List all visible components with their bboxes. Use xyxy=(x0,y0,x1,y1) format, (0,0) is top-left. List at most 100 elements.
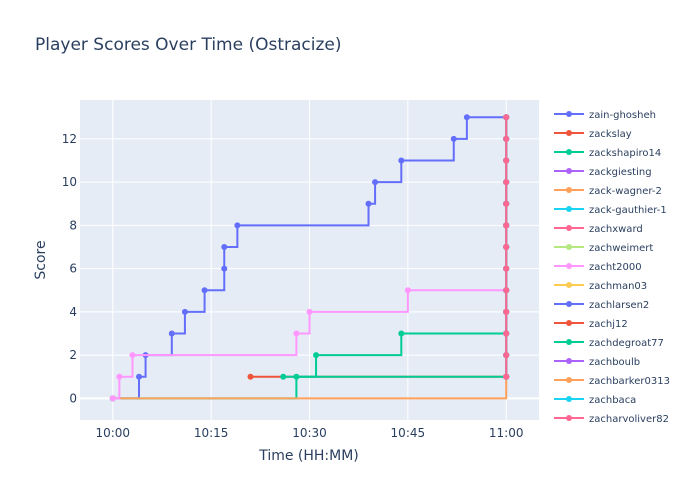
x-tick-label: 10:45 xyxy=(391,426,426,440)
data-point[interactable] xyxy=(313,352,320,359)
legend-item[interactable]: zackslay xyxy=(554,129,632,140)
legend-item[interactable]: zacht2000 xyxy=(554,262,642,273)
data-point[interactable] xyxy=(503,200,510,207)
data-point[interactable] xyxy=(293,330,300,337)
legend-swatch-marker xyxy=(566,187,572,193)
data-point[interactable] xyxy=(503,179,510,186)
x-tick-label: 11:00 xyxy=(489,426,524,440)
y-tick-label: 12 xyxy=(62,132,77,146)
data-point[interactable] xyxy=(503,330,510,337)
legend-label: zack-gauthier-1 xyxy=(589,205,667,216)
data-point[interactable] xyxy=(503,373,510,380)
data-point[interactable] xyxy=(503,352,510,359)
legend-item[interactable]: zain-ghosheh xyxy=(554,110,656,121)
legend-swatch-marker xyxy=(566,168,572,174)
data-point[interactable] xyxy=(109,395,116,402)
legend-label: zackslay xyxy=(589,129,632,140)
data-point[interactable] xyxy=(503,157,510,164)
data-point[interactable] xyxy=(168,330,175,337)
data-point[interactable] xyxy=(234,222,241,229)
legend[interactable]: zain-ghosheh zackslay zackshapiro14 zackgie… xyxy=(554,110,670,425)
legend-item[interactable]: zachj12 xyxy=(554,319,628,330)
legend-swatch-marker xyxy=(566,301,572,307)
legend-swatch-marker xyxy=(566,263,572,269)
y-tick-label: 8 xyxy=(69,218,77,232)
legend-swatch-marker xyxy=(566,358,572,364)
data-point[interactable] xyxy=(503,135,510,142)
data-point[interactable] xyxy=(129,352,136,359)
data-point[interactable] xyxy=(503,244,510,251)
legend-swatch-marker xyxy=(566,206,572,212)
legend-item[interactable]: zachlarsen2 xyxy=(554,300,649,311)
legend-item[interactable]: zackgiesting xyxy=(554,167,652,178)
legend-label: zain-ghosheh xyxy=(589,110,656,121)
chart-title: Player Scores Over Time (Ostracize) xyxy=(35,35,342,55)
data-point[interactable] xyxy=(450,135,457,142)
data-point[interactable] xyxy=(398,157,405,164)
legend-label: zachman03 xyxy=(589,281,647,292)
data-point[interactable] xyxy=(463,114,470,121)
legend-item[interactable]: zachman03 xyxy=(554,281,647,292)
data-point[interactable] xyxy=(306,308,313,315)
legend-label: zachbaca xyxy=(589,395,636,406)
legend-swatch-marker xyxy=(566,415,572,421)
legend-item[interactable]: zachxward xyxy=(554,224,643,235)
data-point[interactable] xyxy=(372,179,379,186)
legend-items: zain-ghosheh zackslay zackshapiro14 zackgie… xyxy=(554,110,670,425)
data-point[interactable] xyxy=(221,244,228,251)
legend-item[interactable]: zacharyoliver82 xyxy=(554,414,669,425)
legend-swatch-marker xyxy=(566,339,572,345)
legend-label: zacharyoliver82 xyxy=(589,414,669,425)
x-axis-title: Time (HH:MM) xyxy=(258,448,359,464)
legend-item[interactable]: zack-gauthier-1 xyxy=(554,205,667,216)
legend-item[interactable]: zachboulb xyxy=(554,357,640,368)
data-point[interactable] xyxy=(404,287,411,294)
data-point[interactable] xyxy=(503,287,510,294)
legend-label: zachboulb xyxy=(589,357,640,368)
data-point[interactable] xyxy=(116,373,123,380)
series-layer xyxy=(109,114,510,402)
legend-label: zachxward xyxy=(589,224,643,235)
legend-item[interactable]: zachbaca xyxy=(554,395,636,406)
data-point[interactable] xyxy=(181,308,188,315)
data-point[interactable] xyxy=(503,265,510,272)
data-point[interactable] xyxy=(503,308,510,315)
legend-swatch-marker xyxy=(566,225,572,231)
legend-label: zachweimert xyxy=(589,243,653,254)
data-point[interactable] xyxy=(503,114,510,121)
y-axis-title: Score xyxy=(33,240,49,279)
y-tick-label: 0 xyxy=(69,391,77,405)
legend-swatch-marker xyxy=(566,396,572,402)
legend-item[interactable]: zachweimert xyxy=(554,243,653,254)
x-tick-label: 10:30 xyxy=(292,426,327,440)
data-point[interactable] xyxy=(136,373,143,380)
y-tick-label: 2 xyxy=(69,348,77,362)
series-zacharyoliver82 xyxy=(503,114,510,380)
legend-label: zackgiesting xyxy=(589,167,652,178)
data-point[interactable] xyxy=(365,200,372,207)
data-point[interactable] xyxy=(201,287,208,294)
y-tick-label: 10 xyxy=(62,175,77,189)
data-point[interactable] xyxy=(247,373,254,380)
legend-item[interactable]: zachdegroat77 xyxy=(554,338,664,349)
legend-label: zacht2000 xyxy=(589,262,642,273)
y-tick-label: 6 xyxy=(69,262,77,276)
legend-swatch-marker xyxy=(566,111,572,117)
data-point[interactable] xyxy=(398,330,405,337)
y-tick-label: 4 xyxy=(69,305,77,319)
x-tick-label: 10:00 xyxy=(95,426,130,440)
legend-swatch-marker xyxy=(566,149,572,155)
legend-swatch-marker xyxy=(566,130,572,136)
data-point[interactable] xyxy=(221,265,228,272)
legend-item[interactable]: zackshapiro14 xyxy=(554,148,661,159)
axes: 10:00 10:15 10:30 10:45 11:00 0 2 4 6 8 10 12 xyxy=(62,132,524,440)
legend-item[interactable]: zack-wagner-2 xyxy=(554,186,662,197)
legend-label: zachbarker0313 xyxy=(589,376,670,387)
legend-label: zackshapiro14 xyxy=(589,148,661,159)
legend-label: zachlarsen2 xyxy=(589,300,649,311)
legend-label: zachdegroat77 xyxy=(589,338,664,349)
data-point[interactable] xyxy=(503,222,510,229)
data-point[interactable] xyxy=(280,373,287,380)
legend-item[interactable]: zachbarker0313 xyxy=(554,376,670,387)
